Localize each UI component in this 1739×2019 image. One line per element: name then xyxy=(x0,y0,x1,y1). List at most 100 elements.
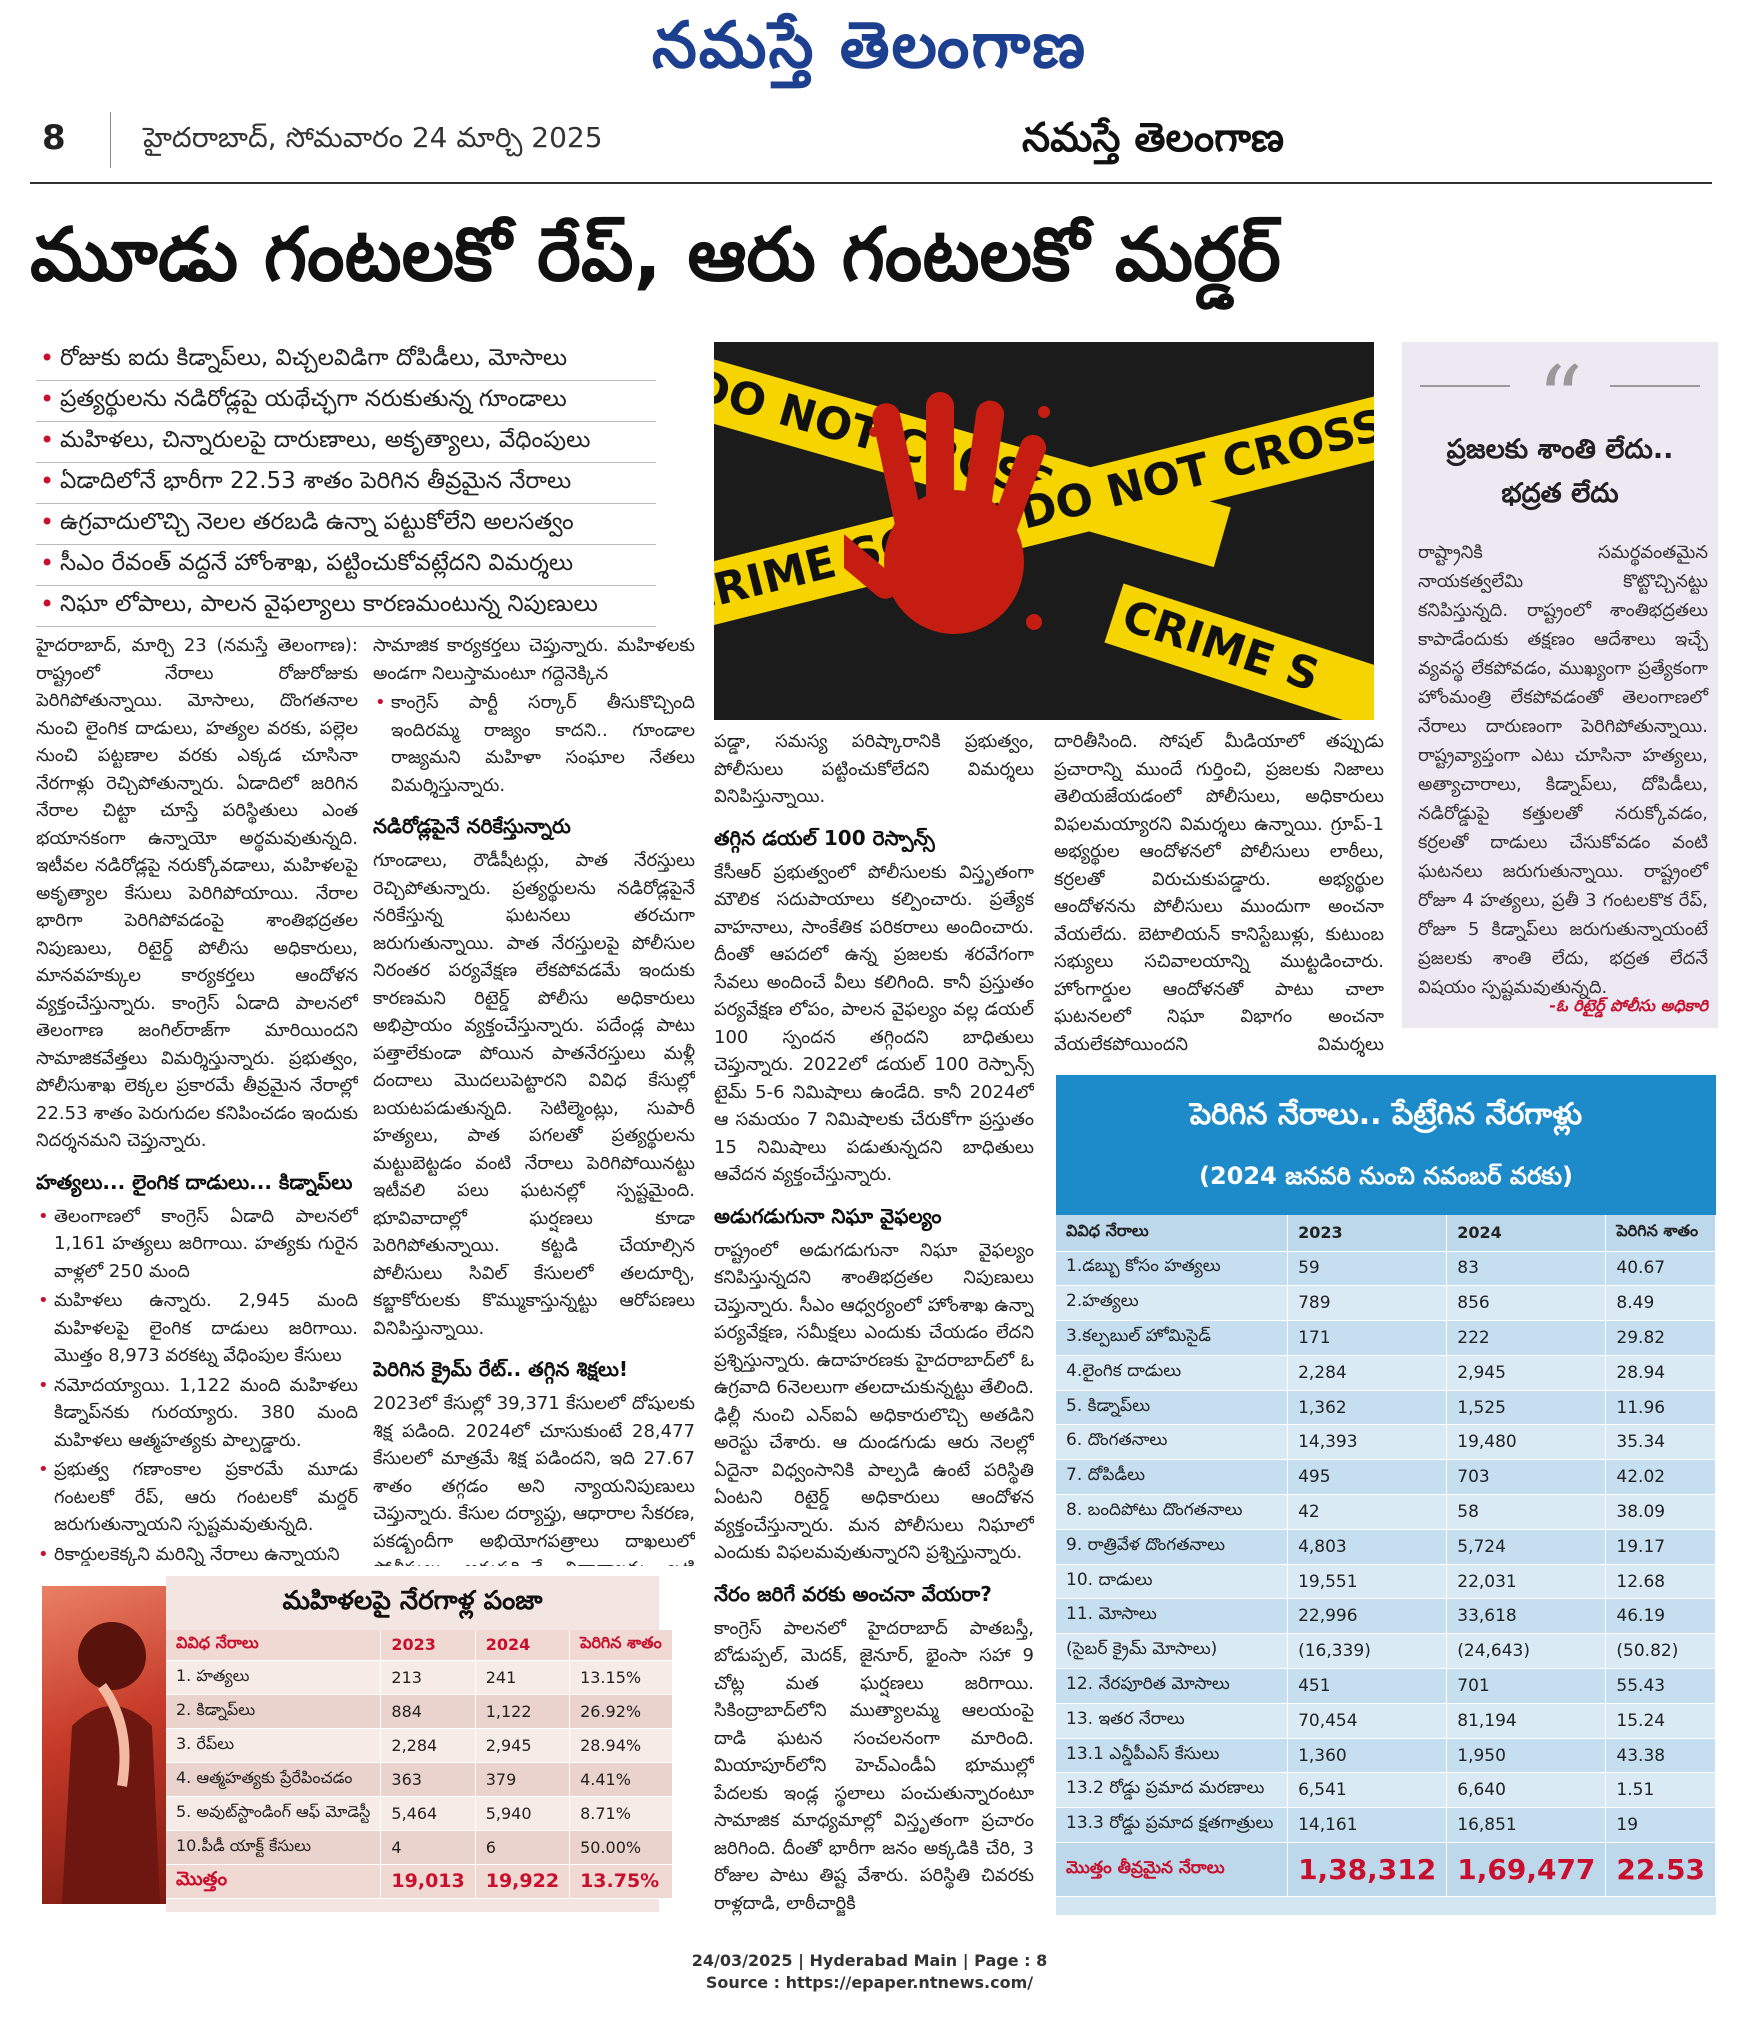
table-cell: 9. రాత్రివేళ దొంగతనాలు xyxy=(1056,1529,1289,1565)
table-cell: 1.51 xyxy=(1605,1772,1716,1809)
table-cell: 13.15% xyxy=(569,1660,673,1695)
table-cell: 70,454 xyxy=(1287,1703,1448,1739)
table-row: 5. అవుట్‌స్టాండింగ్ ఆఫ్ మోడెస్టీ 5,464 5,9… xyxy=(166,1796,673,1831)
footer-source: Source : https://epaper.ntnews.com/ xyxy=(705,1973,1034,1992)
column-header: 2024 xyxy=(1446,1215,1607,1252)
section-heading: తగ్గిన డయల్ 100 రెస్పాన్స్ xyxy=(714,825,935,850)
table-cell: 40.67 xyxy=(1605,1251,1716,1287)
table-cell: 19,551 xyxy=(1287,1564,1448,1600)
table-row: 6. దొంగతనాలు 14,393 19,480 35.34 xyxy=(1056,1424,1716,1461)
table-cell: 13.1 ఎన్డీపీఎస్ కేసులు xyxy=(1056,1738,1289,1774)
section-heading: నేరం జరిగే వరకు అంచనా వేయరా? xyxy=(714,1581,992,1606)
table-cell: 12. నేరపూరిత మోసాలు xyxy=(1056,1668,1289,1704)
article-paragraph: హైదరాబాద్, మార్చి 23 (నమస్తే తెలంగాణ): ర… xyxy=(36,635,358,1151)
quote-mark-icon: “ xyxy=(1536,347,1583,452)
table-total-cell: 19,922 xyxy=(475,1864,571,1899)
highlight-item: సీఎం రేవంత్ వద్దనే హోంశాఖ, పట్టించుకోవట్… xyxy=(36,545,656,586)
fact-item: కాంగ్రెస్ పార్టీ సర్కార్ తీసుకొచ్చింది ఇ… xyxy=(373,689,695,799)
table-cell: 2,945 xyxy=(1446,1355,1607,1391)
table-cell: 50.00% xyxy=(569,1830,673,1865)
woman-silhouette-image xyxy=(42,1586,166,1904)
table-row: 3.కల్పబుల్ హోమిసైడ్ 171 222 29.82 xyxy=(1056,1320,1716,1356)
table-cell: 35.34 xyxy=(1605,1424,1716,1461)
article-paragraph: రాష్ట్రంలో అడుగడుగునా నిఘా వైఫల్యం కనిపి… xyxy=(714,1239,1034,1564)
column-header: పెరిగిన శాతం xyxy=(569,1630,673,1661)
table-total-row: మొత్తం 19,013 19,922 13.75% xyxy=(166,1864,673,1899)
table-cell: 3. రేప్‌లు xyxy=(166,1728,382,1763)
article-paragraph: పడ్డా, సమస్య పరిష్కారానికి ప్రభుత్వం, పో… xyxy=(714,731,1034,807)
dateline: హైదరాబాద్, సోమవారం 24 మార్చి 2025 xyxy=(143,121,603,154)
table-cell: 38.09 xyxy=(1605,1494,1716,1530)
table-cell: 4.లైంగిక దాడులు xyxy=(1056,1355,1289,1391)
table-cell: 55.43 xyxy=(1605,1668,1716,1704)
table-cell: 10.పీడీ యాక్ట్ కేసులు xyxy=(166,1830,382,1865)
table-cell: 4.41% xyxy=(569,1762,673,1797)
table-cell: 14,393 xyxy=(1287,1424,1448,1461)
table-cell: 1,360 xyxy=(1287,1738,1448,1774)
table-cell: (16,339) xyxy=(1287,1633,1448,1670)
table-row: 2.హత్యలు 789 856 8.49 xyxy=(1056,1285,1716,1322)
table-cell: 2. కిడ్నాప్‌లు xyxy=(166,1694,382,1729)
table-row: 13.3 రోడ్డు ప్రమాద క్షతగాత్రులు 14,161 16,… xyxy=(1056,1807,1716,1844)
table-cell: 13.3 రోడ్డు ప్రమాద క్షతగాత్రులు xyxy=(1056,1807,1289,1844)
table-row: 11. మోసాలు 22,996 33,618 46.19 xyxy=(1056,1598,1716,1635)
table-title: పెరిగిన నేరాలు.. పేట్రేగిన నేరగాళ్లు xyxy=(1189,1097,1583,1132)
quote-title-line: భద్రత లేదు xyxy=(1501,478,1619,509)
table-cell: 4 xyxy=(380,1830,476,1865)
article-paragraph: సామాజిక కార్యకర్తలు చెప్తున్నారు. మహిళలక… xyxy=(373,635,695,684)
table-cell: 42 xyxy=(1287,1494,1448,1530)
table-cell: 28.94% xyxy=(569,1728,673,1763)
table-cell: 19.17 xyxy=(1605,1529,1716,1565)
highlight-item: ఏడాదిలోనే భారీగా 22.53 శాతం పెరిగిన తీవ్… xyxy=(36,463,656,504)
table-cell: 2.హత్యలు xyxy=(1056,1285,1289,1322)
table-cell: 42.02 xyxy=(1605,1459,1716,1496)
table-cell: 703 xyxy=(1446,1459,1607,1496)
quote-signature: -ఓ రిటైర్డ్ పోలీసు అధికారి xyxy=(1549,996,1708,1015)
table-cell: 701 xyxy=(1446,1668,1607,1704)
article-column-2: సామాజిక కార్యకర్తలు చెప్తున్నారు. మహిళలక… xyxy=(373,632,695,1566)
column-header: 2023 xyxy=(380,1630,476,1661)
quote-box xyxy=(1402,342,1718,1028)
table-cell: 2,284 xyxy=(380,1728,476,1763)
header-divider xyxy=(110,112,111,168)
table-row: 10. దాడులు 19,551 22,031 12.68 xyxy=(1056,1564,1716,1600)
table-row: 9. రాత్రివేళ దొంగతనాలు 4,803 5,724 19.17 xyxy=(1056,1529,1716,1565)
table-cell: 5,464 xyxy=(380,1796,476,1831)
table-cell: 6. దొంగతనాలు xyxy=(1056,1424,1289,1461)
table-cell: 8.71% xyxy=(569,1796,673,1831)
masthead: నమస్తే తెలంగాణ xyxy=(651,8,1088,83)
column-header: పెరిగిన శాతం xyxy=(1605,1215,1716,1252)
table-total-cell: 13.75% xyxy=(569,1864,673,1899)
article-column-1: హైదరాబాద్, మార్చి 23 (నమస్తే తెలంగాణ): ర… xyxy=(36,632,358,1566)
table-title: మహిళలపై నేరగాళ్ల పంజా xyxy=(282,1586,543,1616)
table-cell: 379 xyxy=(475,1762,571,1797)
brand-logo-text: నమస్తే తెలంగాణ xyxy=(1022,114,1285,161)
table-cell: 29.82 xyxy=(1605,1320,1716,1356)
table-cell: 16,851 xyxy=(1446,1807,1607,1844)
highlights-list: రోజుకు ఐదు కిడ్నాప్‌లు, విచ్చలవిడిగా దోప… xyxy=(36,340,656,627)
table-header-banner: పెరిగిన నేరాలు.. పేట్రేగిన నేరగాళ్లు (20… xyxy=(1056,1075,1716,1215)
table-cell: 1,362 xyxy=(1287,1390,1448,1426)
table-cell: 884 xyxy=(380,1694,476,1729)
table-cell: (50.82) xyxy=(1605,1633,1716,1670)
column-header: 2023 xyxy=(1287,1215,1448,1252)
facts-list: తెలంగాణలో కాంగ్రెస్ ఏడాది పాలనలో 1,161 హ… xyxy=(36,1203,358,1567)
table-cell: 26.92% xyxy=(569,1694,673,1729)
quote-title-line: ప్రజలకు శాంతి లేదు.. xyxy=(1446,434,1674,465)
table-cell: 11.96 xyxy=(1605,1390,1716,1426)
table-cell: 1. హత్యలు xyxy=(166,1660,382,1695)
table-cell: 19 xyxy=(1605,1807,1716,1844)
table-cell: 4,803 xyxy=(1287,1529,1448,1565)
table-row: 4. ఆత్మహత్యకు ప్రేరేపించడం 363 379 4.41% xyxy=(166,1762,673,1797)
crime-stats-table-box: పెరిగిన నేరాలు.. పేట్రేగిన నేరగాళ్లు (20… xyxy=(1056,1075,1716,1915)
table-cell: 5,724 xyxy=(1446,1529,1607,1565)
table-total-cell: 1,69,477 xyxy=(1446,1842,1607,1898)
table-cell: 59 xyxy=(1287,1251,1448,1287)
article-paragraph: 2023లో కేసుల్లో 39,371 కేసులలో దోషులకు శ… xyxy=(373,1393,695,1566)
table-cell: 6,541 xyxy=(1287,1772,1448,1809)
quote-rule xyxy=(1420,385,1510,387)
table-cell: 13.2 రోడ్డు ప్రమాద మరణాలు xyxy=(1056,1772,1289,1809)
table-cell: 8. బందిపోటు దొంగతనాలు xyxy=(1056,1494,1289,1530)
table-row: 1.డబ్బు కోసం హత్యలు 59 83 40.67 xyxy=(1056,1251,1716,1287)
table-cell: 12.68 xyxy=(1605,1564,1716,1600)
